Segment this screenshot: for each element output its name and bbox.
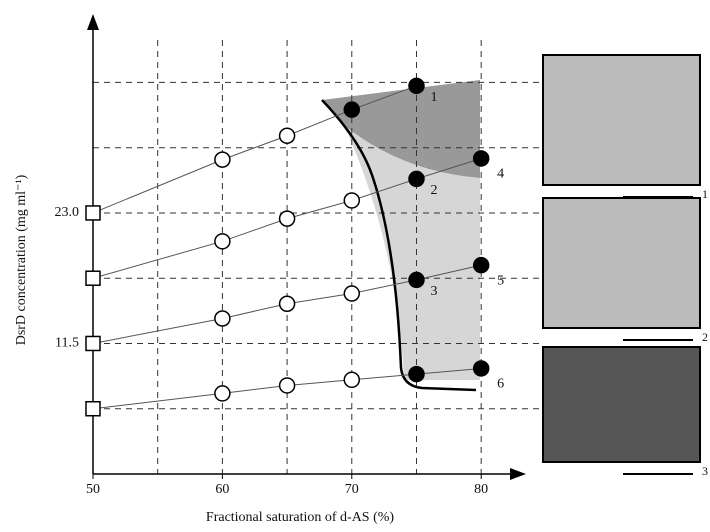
point-label: 2 — [430, 183, 437, 198]
y-axis-label: DsrD concentration (mg ml⁻¹) — [14, 174, 29, 345]
photo — [543, 198, 700, 328]
open-marker — [280, 211, 295, 226]
point-label: 5 — [497, 273, 504, 288]
y-tick-label: 23.0 — [55, 205, 80, 220]
x-arrow — [510, 468, 526, 480]
point-label: 1 — [430, 90, 437, 105]
filled-marker — [409, 367, 424, 382]
chart: Fractional saturation of d-AS (%) DsrD c… — [0, 0, 710, 527]
point-label: 3 — [430, 284, 437, 299]
panel-label: 3 — [702, 464, 708, 478]
open-marker — [215, 311, 230, 326]
x-tick-label: 70 — [345, 482, 359, 497]
filled-marker — [409, 272, 424, 287]
open-marker — [215, 386, 230, 401]
filled-marker — [474, 258, 489, 273]
point-label: 4 — [497, 167, 504, 182]
panel-label: 2 — [702, 330, 708, 344]
x-tick-label: 80 — [474, 482, 488, 497]
square-marker — [86, 336, 100, 350]
open-marker — [215, 234, 230, 249]
filled-marker — [474, 361, 489, 376]
open-marker — [280, 296, 295, 311]
square-marker — [86, 206, 100, 220]
open-marker — [344, 193, 359, 208]
panel-label: 1 — [702, 187, 708, 201]
open-marker — [280, 128, 295, 143]
x-axis-label: Fractional saturation of d-AS (%) — [206, 510, 395, 525]
open-marker — [344, 372, 359, 387]
x-tick-label: 60 — [215, 482, 229, 497]
open-marker — [344, 286, 359, 301]
photo — [543, 55, 700, 185]
filled-marker — [409, 78, 424, 93]
square-marker — [86, 402, 100, 416]
filled-marker — [344, 102, 359, 117]
open-marker — [280, 378, 295, 393]
x-tick-label: 50 — [86, 482, 100, 497]
y-arrow — [87, 14, 99, 30]
filled-marker — [474, 151, 489, 166]
y-tick-label: 11.5 — [55, 336, 79, 351]
open-marker — [215, 152, 230, 167]
filled-marker — [409, 171, 424, 186]
photo — [543, 347, 700, 462]
square-marker — [86, 271, 100, 285]
point-label: 6 — [497, 377, 504, 392]
